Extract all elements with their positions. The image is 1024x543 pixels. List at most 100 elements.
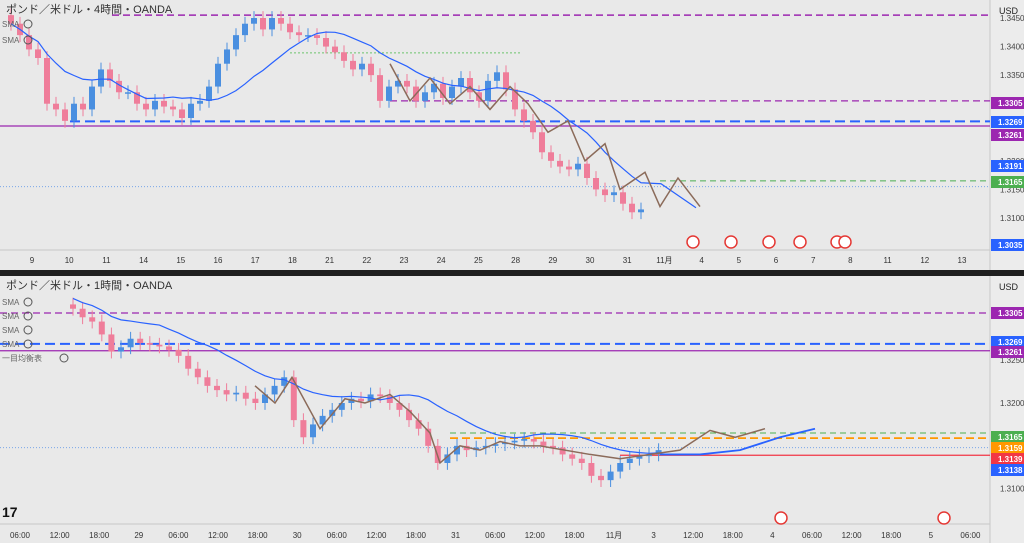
bottom-time-label: 06:00 xyxy=(960,531,981,540)
eye-hidden-icon[interactable] xyxy=(23,311,33,321)
indicator-label[interactable]: SMA xyxy=(2,340,20,349)
bottom-time-label: 30 xyxy=(293,531,302,540)
indicator-label[interactable]: SMA xyxy=(2,326,20,335)
candle-body xyxy=(358,398,364,402)
eye-hidden-icon[interactable] xyxy=(23,35,33,45)
top-date-label: 29 xyxy=(548,256,557,265)
candle-body xyxy=(607,471,614,481)
candle-body xyxy=(80,103,86,110)
price-tag-text: 1.3261 xyxy=(998,348,1023,357)
price-tag xyxy=(991,129,1024,141)
bottom-price-tick: 1.3100 xyxy=(1000,485,1024,494)
top-plot-area xyxy=(0,0,990,270)
bottom-time-label: 12:00 xyxy=(525,531,546,540)
price-tag-text: 1.3269 xyxy=(998,118,1023,127)
price-tag xyxy=(991,116,1024,128)
indicator-label[interactable]: SMA xyxy=(2,298,20,307)
price-tag xyxy=(991,442,1024,454)
candle-body xyxy=(197,100,203,104)
eye-hidden-icon[interactable] xyxy=(59,353,69,363)
price-tag xyxy=(991,176,1024,188)
moving-average-line xyxy=(72,297,659,454)
price-tag xyxy=(991,464,1024,476)
candle-body xyxy=(166,346,172,350)
price-tag-text: 1.3305 xyxy=(998,99,1023,108)
economic-event-flag-icon[interactable] xyxy=(793,235,807,249)
eye-hidden-icon[interactable] xyxy=(23,297,33,307)
candle-body xyxy=(482,445,489,448)
top-date-label: 25 xyxy=(474,256,483,265)
candle-body xyxy=(485,80,491,101)
top-date-label: 12 xyxy=(920,256,929,265)
price-tag xyxy=(991,160,1024,172)
candle-body xyxy=(557,160,563,167)
top-date-label: 8 xyxy=(848,256,853,265)
price-tag-text: 1.3261 xyxy=(998,131,1023,140)
indicator-label[interactable]: 一目均衡表 xyxy=(2,353,42,363)
price-tag-text: 1.3191 xyxy=(998,162,1023,171)
economic-event-flag-icon[interactable] xyxy=(686,235,700,249)
bottom-time-label: 5 xyxy=(929,531,934,540)
candle-body xyxy=(588,463,595,476)
candle-body xyxy=(494,72,500,81)
economic-event-flag-icon[interactable] xyxy=(762,235,776,249)
candle-body xyxy=(8,15,14,24)
candle-body xyxy=(290,377,297,421)
bottom-time-label: 12:00 xyxy=(366,531,387,540)
candle-body xyxy=(511,440,518,443)
candle-body xyxy=(281,377,288,386)
top-date-label: 23 xyxy=(400,256,409,265)
candle-body xyxy=(569,454,576,459)
price-tag-text: 1.3139 xyxy=(998,455,1023,464)
bottom-time-label: 3 xyxy=(651,531,656,540)
candle-body xyxy=(449,86,455,98)
bottom-time-label: 18:00 xyxy=(406,531,427,540)
candle-body xyxy=(638,209,644,213)
tradingview-logo-icon: 17 xyxy=(2,504,18,520)
top-date-label: 6 xyxy=(774,256,779,265)
economic-event-flag-icon[interactable] xyxy=(838,235,852,249)
top-currency-label[interactable]: USD xyxy=(999,6,1019,16)
candle-body xyxy=(278,18,284,24)
top-date-label: 7 xyxy=(811,256,816,265)
bottom-time-label: 12:00 xyxy=(842,531,863,540)
candle-body xyxy=(620,192,626,204)
economic-event-flag-icon[interactable] xyxy=(774,511,788,525)
indicator-label[interactable]: SMA xyxy=(2,20,20,29)
indicator-label[interactable]: SMA xyxy=(2,36,20,45)
eye-hidden-icon[interactable] xyxy=(23,325,33,335)
candle-body xyxy=(26,35,32,50)
economic-event-flag-icon[interactable] xyxy=(937,511,951,525)
candle-body xyxy=(319,415,326,425)
candle-body xyxy=(602,189,608,196)
candle-body xyxy=(626,458,633,463)
bottom-price-tick: 1.3250 xyxy=(1000,356,1024,365)
candle-body xyxy=(116,80,122,93)
candle-body xyxy=(323,38,329,47)
candle-body xyxy=(233,35,239,50)
candle-body xyxy=(44,58,50,104)
indicator-label[interactable]: SMA xyxy=(2,312,20,321)
forecast-path xyxy=(254,375,766,465)
top-date-label: 15 xyxy=(176,256,185,265)
eye-hidden-icon[interactable] xyxy=(23,339,33,349)
panel-divider[interactable] xyxy=(0,270,1024,276)
candle-body xyxy=(338,403,345,410)
candle-body xyxy=(598,475,604,481)
economic-event-flag-icon[interactable] xyxy=(724,235,738,249)
price-tag xyxy=(991,431,1024,443)
bottom-time-label: 12:00 xyxy=(50,531,71,540)
top-date-label: 16 xyxy=(214,256,223,265)
candle-body xyxy=(108,334,115,352)
price-tag xyxy=(991,346,1024,358)
candle-body xyxy=(89,317,96,322)
bottom-currency-label[interactable]: USD xyxy=(999,282,1019,292)
bottom-time-label: 18:00 xyxy=(723,531,744,540)
candle-body xyxy=(341,52,347,61)
candle-body xyxy=(559,447,566,455)
bottom-time-label: 06:00 xyxy=(802,531,823,540)
eye-hidden-icon[interactable] xyxy=(23,19,33,29)
candle-body xyxy=(71,103,77,121)
candle-body xyxy=(386,86,392,101)
